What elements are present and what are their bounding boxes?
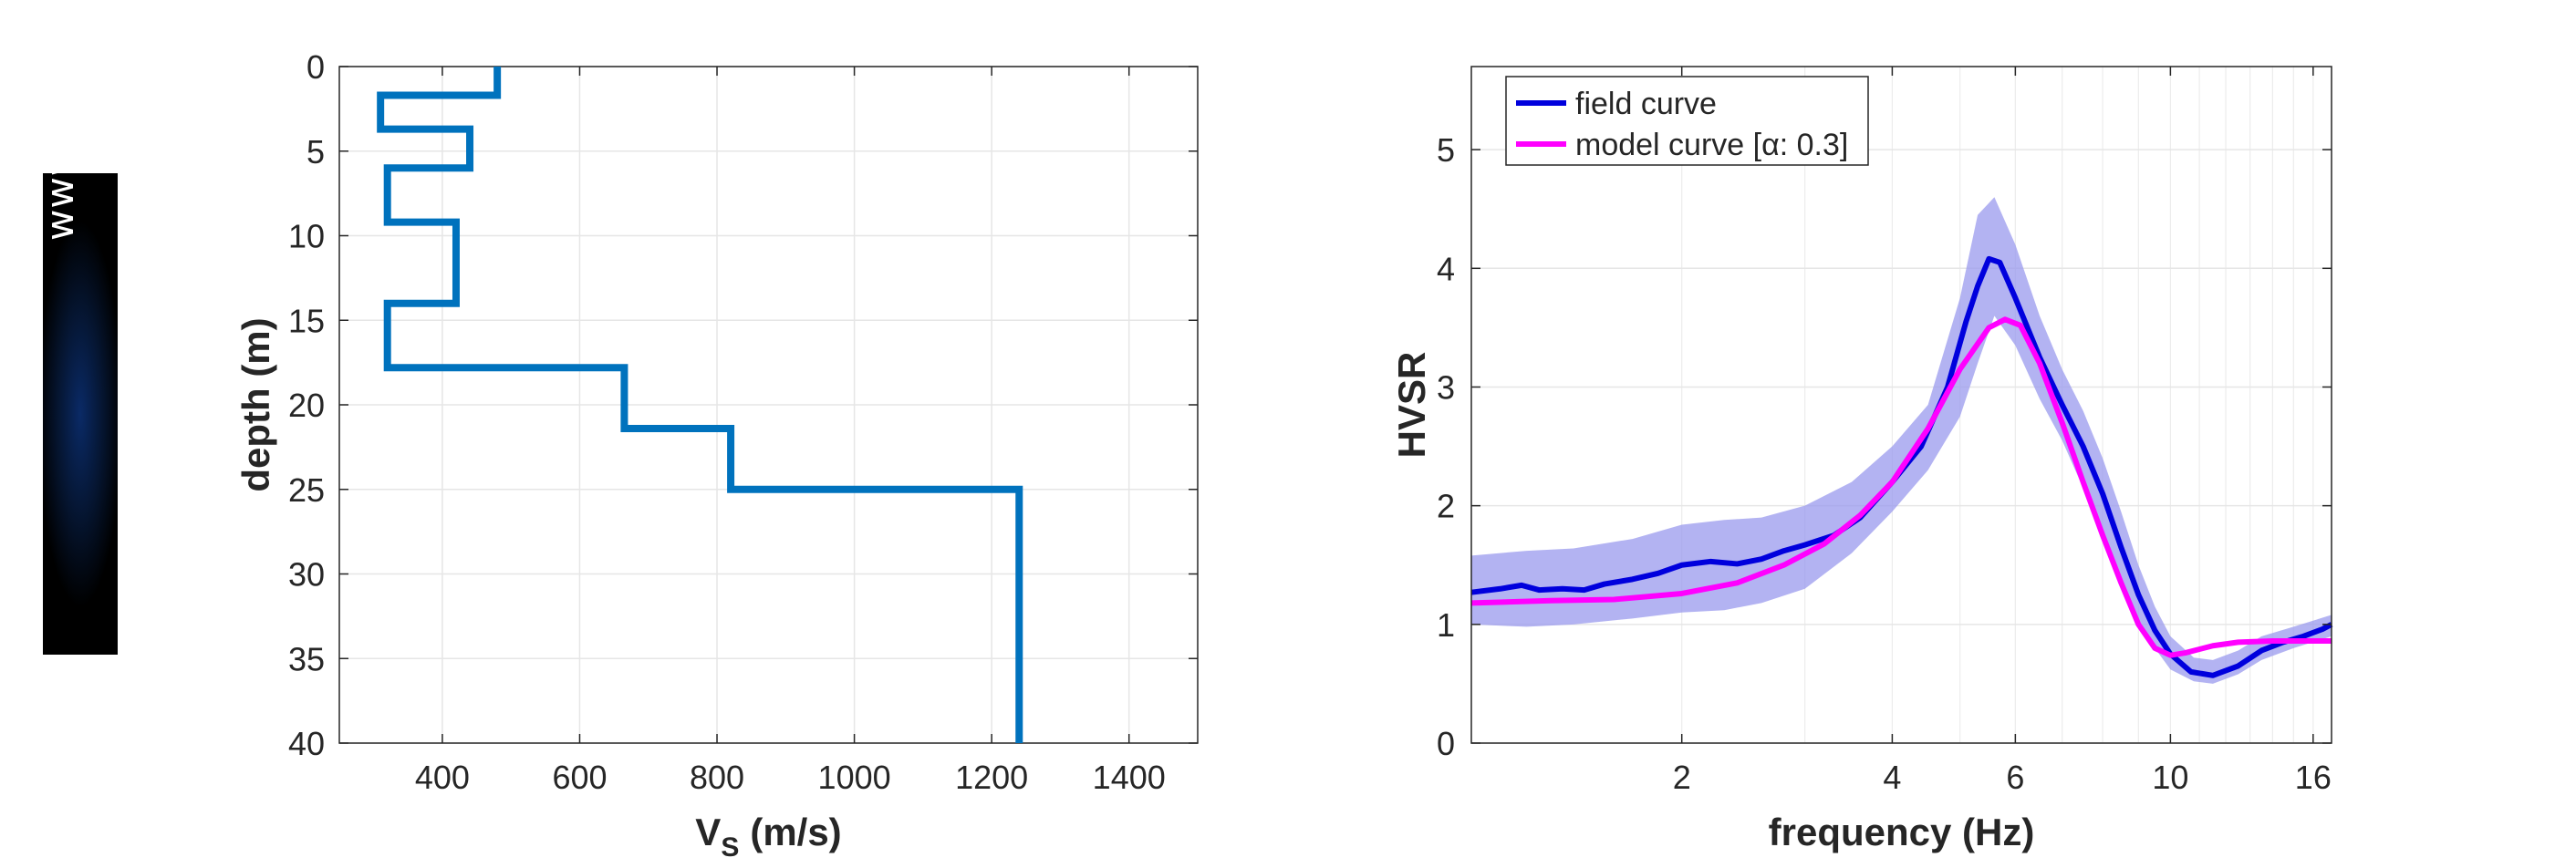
y-tick-label: 0 (306, 48, 325, 86)
y-tick-label: 4 (1437, 250, 1455, 287)
x-tick-label: 6 (2006, 759, 2024, 796)
y-axis-label: HVSR (1390, 352, 1433, 459)
legend-box (1505, 76, 1869, 166)
y-tick-label: 5 (1437, 131, 1455, 169)
legend: field curve model curve [α: 0.3] (1505, 76, 1869, 166)
x-axis-label-symbol: V (695, 811, 721, 853)
legend-label: model curve [α: 0.3] (1575, 128, 1848, 162)
plot-frame (1470, 66, 2332, 744)
vs-profile-line (377, 67, 1023, 743)
x-tick-label: 10 (2152, 759, 2188, 796)
x-tick-label: 4 (1883, 759, 1901, 796)
y-tick-label: 1 (1437, 606, 1455, 644)
y-tick-label: 40 (288, 725, 325, 762)
x-tick-label: 800 (690, 759, 744, 796)
y-tick-label: 25 (288, 471, 325, 509)
model-curve-line (1470, 316, 2332, 658)
y-tick-label: 0 (1437, 725, 1455, 762)
x-tick-label: 1000 (818, 759, 891, 796)
field-curve-uncertainty-band (1471, 197, 2332, 684)
watermark-logo (43, 173, 118, 655)
x-tick-label: 1400 (1093, 759, 1166, 796)
y-tick-label: 20 (288, 387, 325, 424)
x-tick-label: 400 (415, 759, 470, 796)
x-tick-label: 1200 (955, 759, 1028, 796)
y-tick-label: 35 (288, 640, 325, 677)
field-curve-line (1470, 255, 2333, 678)
vs-profile-chart: 400 600 800 1000 1200 1400 0 5 10 15 20 25 30 35 40 VS (… (234, 48, 1199, 863)
y-axis-label: depth (m) (234, 317, 277, 491)
y-tick-label: 3 (1437, 368, 1455, 406)
x-axis-label: VS (m/s) (695, 811, 841, 863)
y-tick-label: 15 (288, 302, 325, 339)
y-tick-label: 30 (288, 556, 325, 594)
legend-label: field curve (1575, 87, 1717, 121)
hvsr-chart: 2 4 6 10 16 0 1 2 3 4 5 frequency (Hz) HVSR field cur… (1390, 66, 2333, 853)
x-tick-label: 2 (1673, 759, 1691, 796)
x-tick-label: 600 (552, 759, 607, 796)
y-tick-label: 10 (288, 218, 325, 255)
x-axis-label: frequency (Hz) (1769, 811, 2035, 853)
y-tick-label: 2 (1437, 488, 1455, 525)
x-axis-label-unit: (m/s) (750, 811, 841, 853)
x-tick-label: 16 (2295, 759, 2332, 796)
y-tick-label: 5 (306, 133, 325, 170)
x-axis-label-subscript: S (721, 832, 739, 863)
